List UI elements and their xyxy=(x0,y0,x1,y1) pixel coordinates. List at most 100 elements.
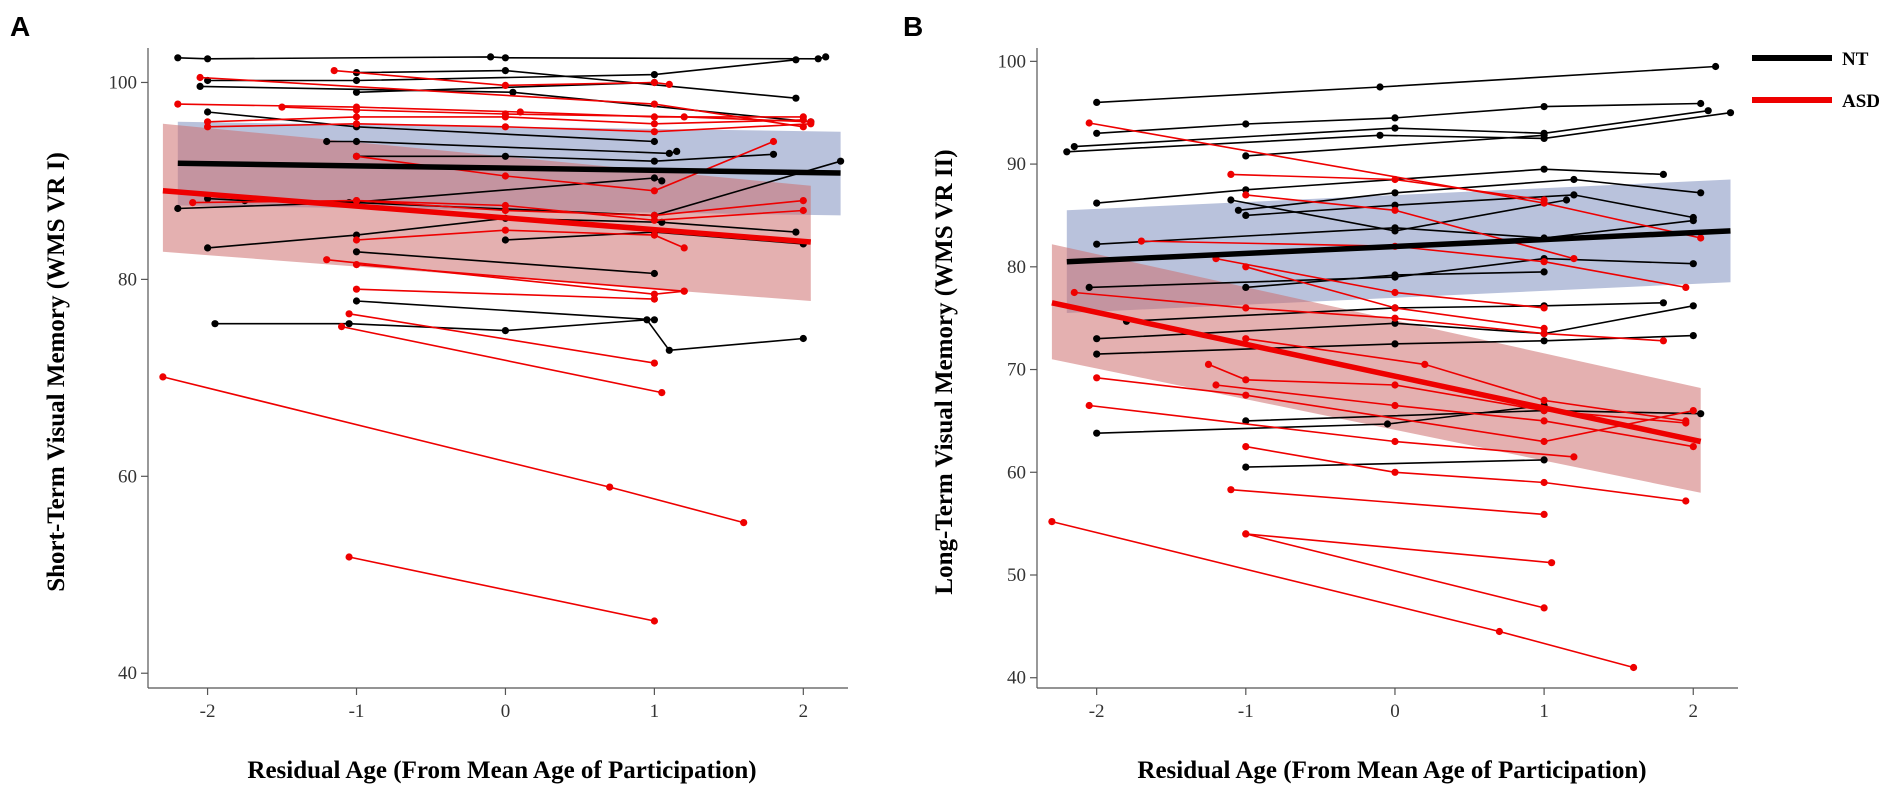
participant-point-asd xyxy=(278,103,286,111)
participant-point-nt xyxy=(174,54,182,62)
participant-point-asd xyxy=(1697,234,1705,242)
participant-point-nt xyxy=(1697,410,1705,418)
participant-point-nt xyxy=(487,53,495,61)
participant-point-asd xyxy=(1242,530,1250,538)
participant-point-nt xyxy=(1376,83,1384,91)
participant-line-asd xyxy=(1230,488,1545,516)
y-tick-label: 60 xyxy=(1007,462,1026,483)
participant-line-asd xyxy=(1141,240,1686,289)
participant-point-asd xyxy=(1540,417,1548,425)
panel-a-letter: A xyxy=(10,11,30,42)
participant-line-asd xyxy=(1245,337,1686,422)
participant-point-nt xyxy=(1659,170,1667,178)
participant-point-asd xyxy=(740,519,748,527)
x-tick-label: -1 xyxy=(1238,701,1254,722)
participant-point-asd xyxy=(1540,396,1548,404)
participant-point-asd xyxy=(352,285,361,293)
participant-point-nt xyxy=(509,88,517,96)
participant-point-nt xyxy=(1391,319,1399,327)
participant-point-nt xyxy=(1540,165,1548,173)
participant-point-nt xyxy=(1376,131,1384,139)
participant-line-asd xyxy=(1215,384,1694,448)
participant-point-nt xyxy=(1242,152,1250,160)
participant-point-nt xyxy=(345,320,353,328)
participant-point-asd xyxy=(352,152,361,160)
y-tick-label: 40 xyxy=(1007,668,1026,689)
participant-point-asd xyxy=(345,310,353,318)
participant-point-asd xyxy=(1682,497,1690,505)
participant-point-nt xyxy=(1093,240,1101,248)
y-tick-label: 60 xyxy=(118,466,137,487)
participant-point-asd xyxy=(1093,374,1101,382)
participant-point-nt xyxy=(792,94,800,102)
participant-point-asd xyxy=(1242,443,1250,451)
participant-point-nt xyxy=(1093,350,1101,358)
panel-b-axes: 40 50 60 70 80 90 100 -2 -1 0 1 2 xyxy=(998,48,1738,722)
participant-point-asd xyxy=(159,373,167,381)
y-tick-label: 80 xyxy=(1007,257,1026,278)
participant-point-asd xyxy=(323,256,331,264)
participant-point-asd xyxy=(1570,255,1578,263)
participant-point-asd xyxy=(1391,206,1399,214)
x-tick-label: 0 xyxy=(501,701,511,722)
participant-point-nt xyxy=(1391,340,1399,348)
participant-line-asd xyxy=(162,376,744,524)
participant-line-nt xyxy=(177,56,826,60)
participant-line-asd xyxy=(341,325,662,394)
participant-point-nt xyxy=(174,204,182,213)
participant-point-nt xyxy=(1242,417,1250,425)
participant-line-nt xyxy=(1074,109,1709,148)
participant-point-asd xyxy=(501,226,509,234)
participant-point-nt xyxy=(204,244,212,252)
participant-point-asd xyxy=(330,67,338,75)
participant-point-asd xyxy=(680,287,688,295)
participant-point-asd xyxy=(352,261,361,269)
participant-point-nt xyxy=(501,236,509,244)
participant-point-asd xyxy=(680,113,688,121)
participant-point-asd xyxy=(196,73,204,82)
participant-line-asd xyxy=(348,313,655,364)
participant-point-asd xyxy=(1391,381,1399,389)
participant-point-nt xyxy=(1540,131,1548,139)
participant-point-asd xyxy=(1421,360,1429,368)
participant-point-nt xyxy=(1093,129,1101,137)
participant-point-asd xyxy=(501,206,509,215)
participant-point-asd xyxy=(1242,191,1250,199)
participant-point-nt xyxy=(1570,175,1578,184)
participant-line-nt xyxy=(1089,257,1694,289)
participant-point-nt xyxy=(1697,99,1705,108)
participant-point-nt xyxy=(1391,201,1399,209)
participant-point-asd xyxy=(650,120,659,128)
x-tick-label: -2 xyxy=(200,701,216,722)
panel-a-confidence-bands xyxy=(162,121,841,301)
participant-point-nt xyxy=(673,147,681,155)
participant-point-asd xyxy=(1204,360,1213,368)
participant-point-asd xyxy=(650,128,659,136)
participant-point-asd xyxy=(769,137,778,146)
participant-point-asd xyxy=(501,123,509,131)
participant-point-nt xyxy=(352,137,361,146)
participant-line-nt xyxy=(215,318,804,352)
y-tick-label: 100 xyxy=(109,72,138,93)
participant-point-asd xyxy=(1070,288,1078,297)
participant-point-asd xyxy=(606,483,614,491)
participant-point-asd xyxy=(1570,453,1578,461)
participant-point-nt xyxy=(837,157,845,165)
participant-point-nt xyxy=(1242,283,1250,291)
participant-point-nt xyxy=(1726,109,1735,117)
participant-point-asd xyxy=(650,359,659,367)
participant-point-nt xyxy=(501,152,509,160)
participant-point-asd xyxy=(1227,170,1235,178)
participant-point-asd xyxy=(1391,175,1399,184)
participant-point-asd xyxy=(658,389,666,397)
fit-line-asd xyxy=(1051,300,1702,445)
participant-line-nt xyxy=(207,59,796,82)
participant-point-asd xyxy=(1048,518,1056,526)
x-tick-label: -2 xyxy=(1089,701,1105,722)
participant-line-nt xyxy=(1096,305,1694,340)
participant-point-asd xyxy=(1137,237,1145,245)
participant-line-nt xyxy=(1245,194,1694,219)
participant-point-asd xyxy=(1085,401,1093,410)
panel-a-x-axis-title: Residual Age (From Mean Age of Participa… xyxy=(247,757,756,784)
